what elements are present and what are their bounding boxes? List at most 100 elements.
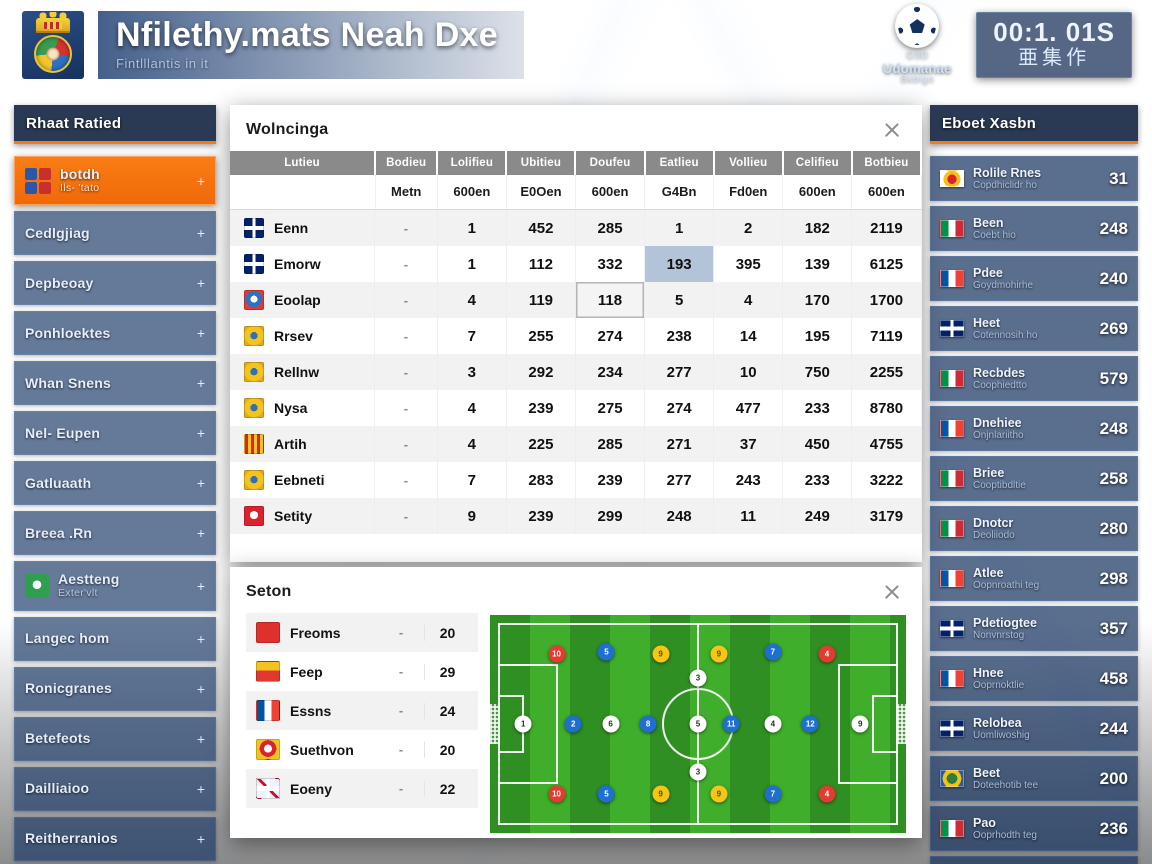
table-row[interactable]: Eoolap -4 119 118 5 4 170 1700 [230,282,922,318]
data-cell[interactable]: 233 [782,462,853,498]
data-cell[interactable]: 3179 [851,498,922,534]
data-cell[interactable]: 750 [782,354,853,390]
data-cell[interactable]: 193 [644,246,715,282]
sidebar-item-cedlgjiag[interactable]: Cedlgjiag + [14,211,216,256]
data-cell[interactable]: 195 [782,318,853,354]
data-cell[interactable]: 139 [782,246,853,282]
data-cell[interactable]: 274 [575,318,646,354]
team-cell[interactable]: Emorw [230,246,376,282]
data-cell[interactable]: 170 [782,282,853,318]
data-cell[interactable]: 3222 [851,462,922,498]
expand-plus-icon[interactable]: + [196,375,205,392]
player-marker[interactable]: 7 [764,785,782,803]
data-cell[interactable]: 238 [644,318,715,354]
close-icon[interactable] [880,118,904,142]
player-marker[interactable]: 10 [548,645,566,663]
sidebar-item-ponhloektes[interactable]: Ponhloektes + [14,311,216,356]
data-cell[interactable]: 37 [713,426,784,462]
data-cell[interactable]: 4 [713,282,784,318]
team-cell[interactable]: Eoolap [230,282,376,318]
data-cell[interactable]: 3 [437,354,507,390]
expand-plus-icon[interactable]: + [196,578,205,595]
list-item[interactable]: Dnotcr Deoliiodo 280 [930,506,1138,551]
data-cell[interactable]: 4 [437,282,507,318]
data-cell[interactable]: 277 [644,354,715,390]
column-header[interactable]: Celifieu [782,151,853,175]
data-cell[interactable]: 14 [713,318,784,354]
data-cell[interactable]: 4 [437,426,507,462]
list-item[interactable]: Freoms - 20 [246,613,478,652]
sidebar-item-reitherranios[interactable]: Reitherranios + [14,816,216,861]
data-cell[interactable]: 452 [506,209,576,246]
player-marker[interactable]: 9 [652,785,670,803]
data-cell[interactable]: 9 [437,498,507,534]
player-marker[interactable]: 6 [602,715,620,733]
team-cell[interactable]: Rellnw [230,354,376,390]
player-marker[interactable]: 10 [548,785,566,803]
data-cell[interactable]: 233 [782,390,853,426]
list-item[interactable]: Heet Cotennosih ho 269 [930,306,1138,351]
player-marker[interactable]: 1 [514,715,532,733]
data-cell[interactable]: 248 [644,498,715,534]
data-cell[interactable]: 239 [506,498,576,534]
sidebar-item-dailliaioo[interactable]: Dailliaioo + [14,766,216,811]
list-item[interactable]: Essns - 24 [246,691,478,730]
player-marker[interactable]: 12 [801,715,819,733]
list-item[interactable]: Hnee Ooprnoktlie 458 [930,656,1138,701]
data-cell[interactable]: 285 [575,209,646,246]
data-cell[interactable]: 6125 [851,246,922,282]
column-header[interactable]: Lolifieu [437,151,508,175]
expand-plus-icon[interactable]: + [196,475,205,492]
close-icon[interactable] [880,580,904,604]
sidebar-item-ronicgranes[interactable]: Ronicgranes + [14,666,216,711]
player-marker[interactable]: 9 [710,785,728,803]
player-marker[interactable]: 3 [689,669,707,687]
table-row[interactable]: Rellnw -3 292 234 277 10 750 2255 [230,354,922,390]
sidebar-item-betefeots[interactable]: Betefeots + [14,716,216,761]
column-header[interactable]: Doufeu [575,151,646,175]
sidebar-item-aestteng[interactable]: Aestteng Exter'vlt + [14,561,216,611]
data-cell[interactable]: 285 [575,426,646,462]
player-marker[interactable]: 9 [710,645,728,663]
data-cell[interactable]: 332 [575,246,646,282]
list-item[interactable]: Atlee Oopnroathi teg 298 [930,556,1138,601]
table-row[interactable]: Setity -9 239 299 248 11 249 3179 [230,498,922,534]
sidebar-item-breea-rn[interactable]: Breea .Rn + [14,511,216,556]
data-cell[interactable]: 2255 [851,354,922,390]
list-item[interactable]: Rolile Rnes Copdhiclidr ho 31 [930,156,1138,201]
data-cell[interactable]: 299 [575,498,646,534]
data-cell[interactable]: 277 [644,462,715,498]
data-cell[interactable]: 271 [644,426,715,462]
list-item[interactable]: Dnehiee Onjnlariitho 248 [930,406,1138,451]
player-marker[interactable]: 11 [722,715,740,733]
column-header[interactable]: Ubitieu [506,151,577,175]
player-marker[interactable]: 8 [639,715,657,733]
list-item[interactable]: Suethvon - 20 [246,730,478,769]
column-header[interactable]: Vollieu [713,151,784,175]
list-item[interactable]: Pao Ooprhodth teg 236 [930,806,1138,851]
list-item[interactable]: Relobea Uomliwoshig 244 [930,706,1138,751]
data-cell[interactable]: 7119 [851,318,922,354]
data-cell[interactable]: 283 [506,462,576,498]
column-header[interactable]: Lutieu [230,151,377,175]
data-cell[interactable]: 10 [713,354,784,390]
expand-plus-icon[interactable]: + [196,680,205,697]
player-marker[interactable]: 5 [597,643,615,661]
expand-plus-icon[interactable]: + [196,325,205,342]
list-item[interactable]: Eoeny - 22 [246,769,478,808]
list-item[interactable]: Pdee Goydmohirhe 240 [930,256,1138,301]
sidebar-item-depbeoay[interactable]: Depbeoay + [14,261,216,306]
table-row[interactable]: Artih -4 225 285 271 37 450 4755 [230,426,922,462]
team-cell[interactable]: Nysa [230,390,376,426]
data-cell[interactable]: 4755 [851,426,922,462]
sidebar-item-botdh[interactable]: botdh Ils- 'tato + [14,156,216,206]
table-row[interactable]: Eenn -1 452 285 1 2 182 2119 [230,209,922,246]
team-cell[interactable]: Eenn [230,210,376,246]
data-cell[interactable]: 239 [575,462,646,498]
expand-plus-icon[interactable]: + [196,780,205,797]
data-cell[interactable]: 4 [437,390,507,426]
list-item[interactable]: Pdetiogtee Nonvnrstog 357 [930,606,1138,651]
data-cell[interactable]: 1 [437,209,507,246]
soccer-pitch-diagram[interactable]: 10 5 9 9 7 4 3 1 2 6 8 5 11 4 12 9 3 10 5 9 9 7 4 [488,613,908,835]
data-cell[interactable]: 118 [575,282,646,318]
